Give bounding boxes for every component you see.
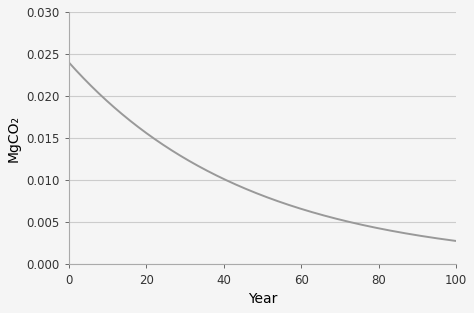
Y-axis label: MgCO₂: MgCO₂	[7, 115, 21, 162]
X-axis label: Year: Year	[248, 292, 277, 306]
